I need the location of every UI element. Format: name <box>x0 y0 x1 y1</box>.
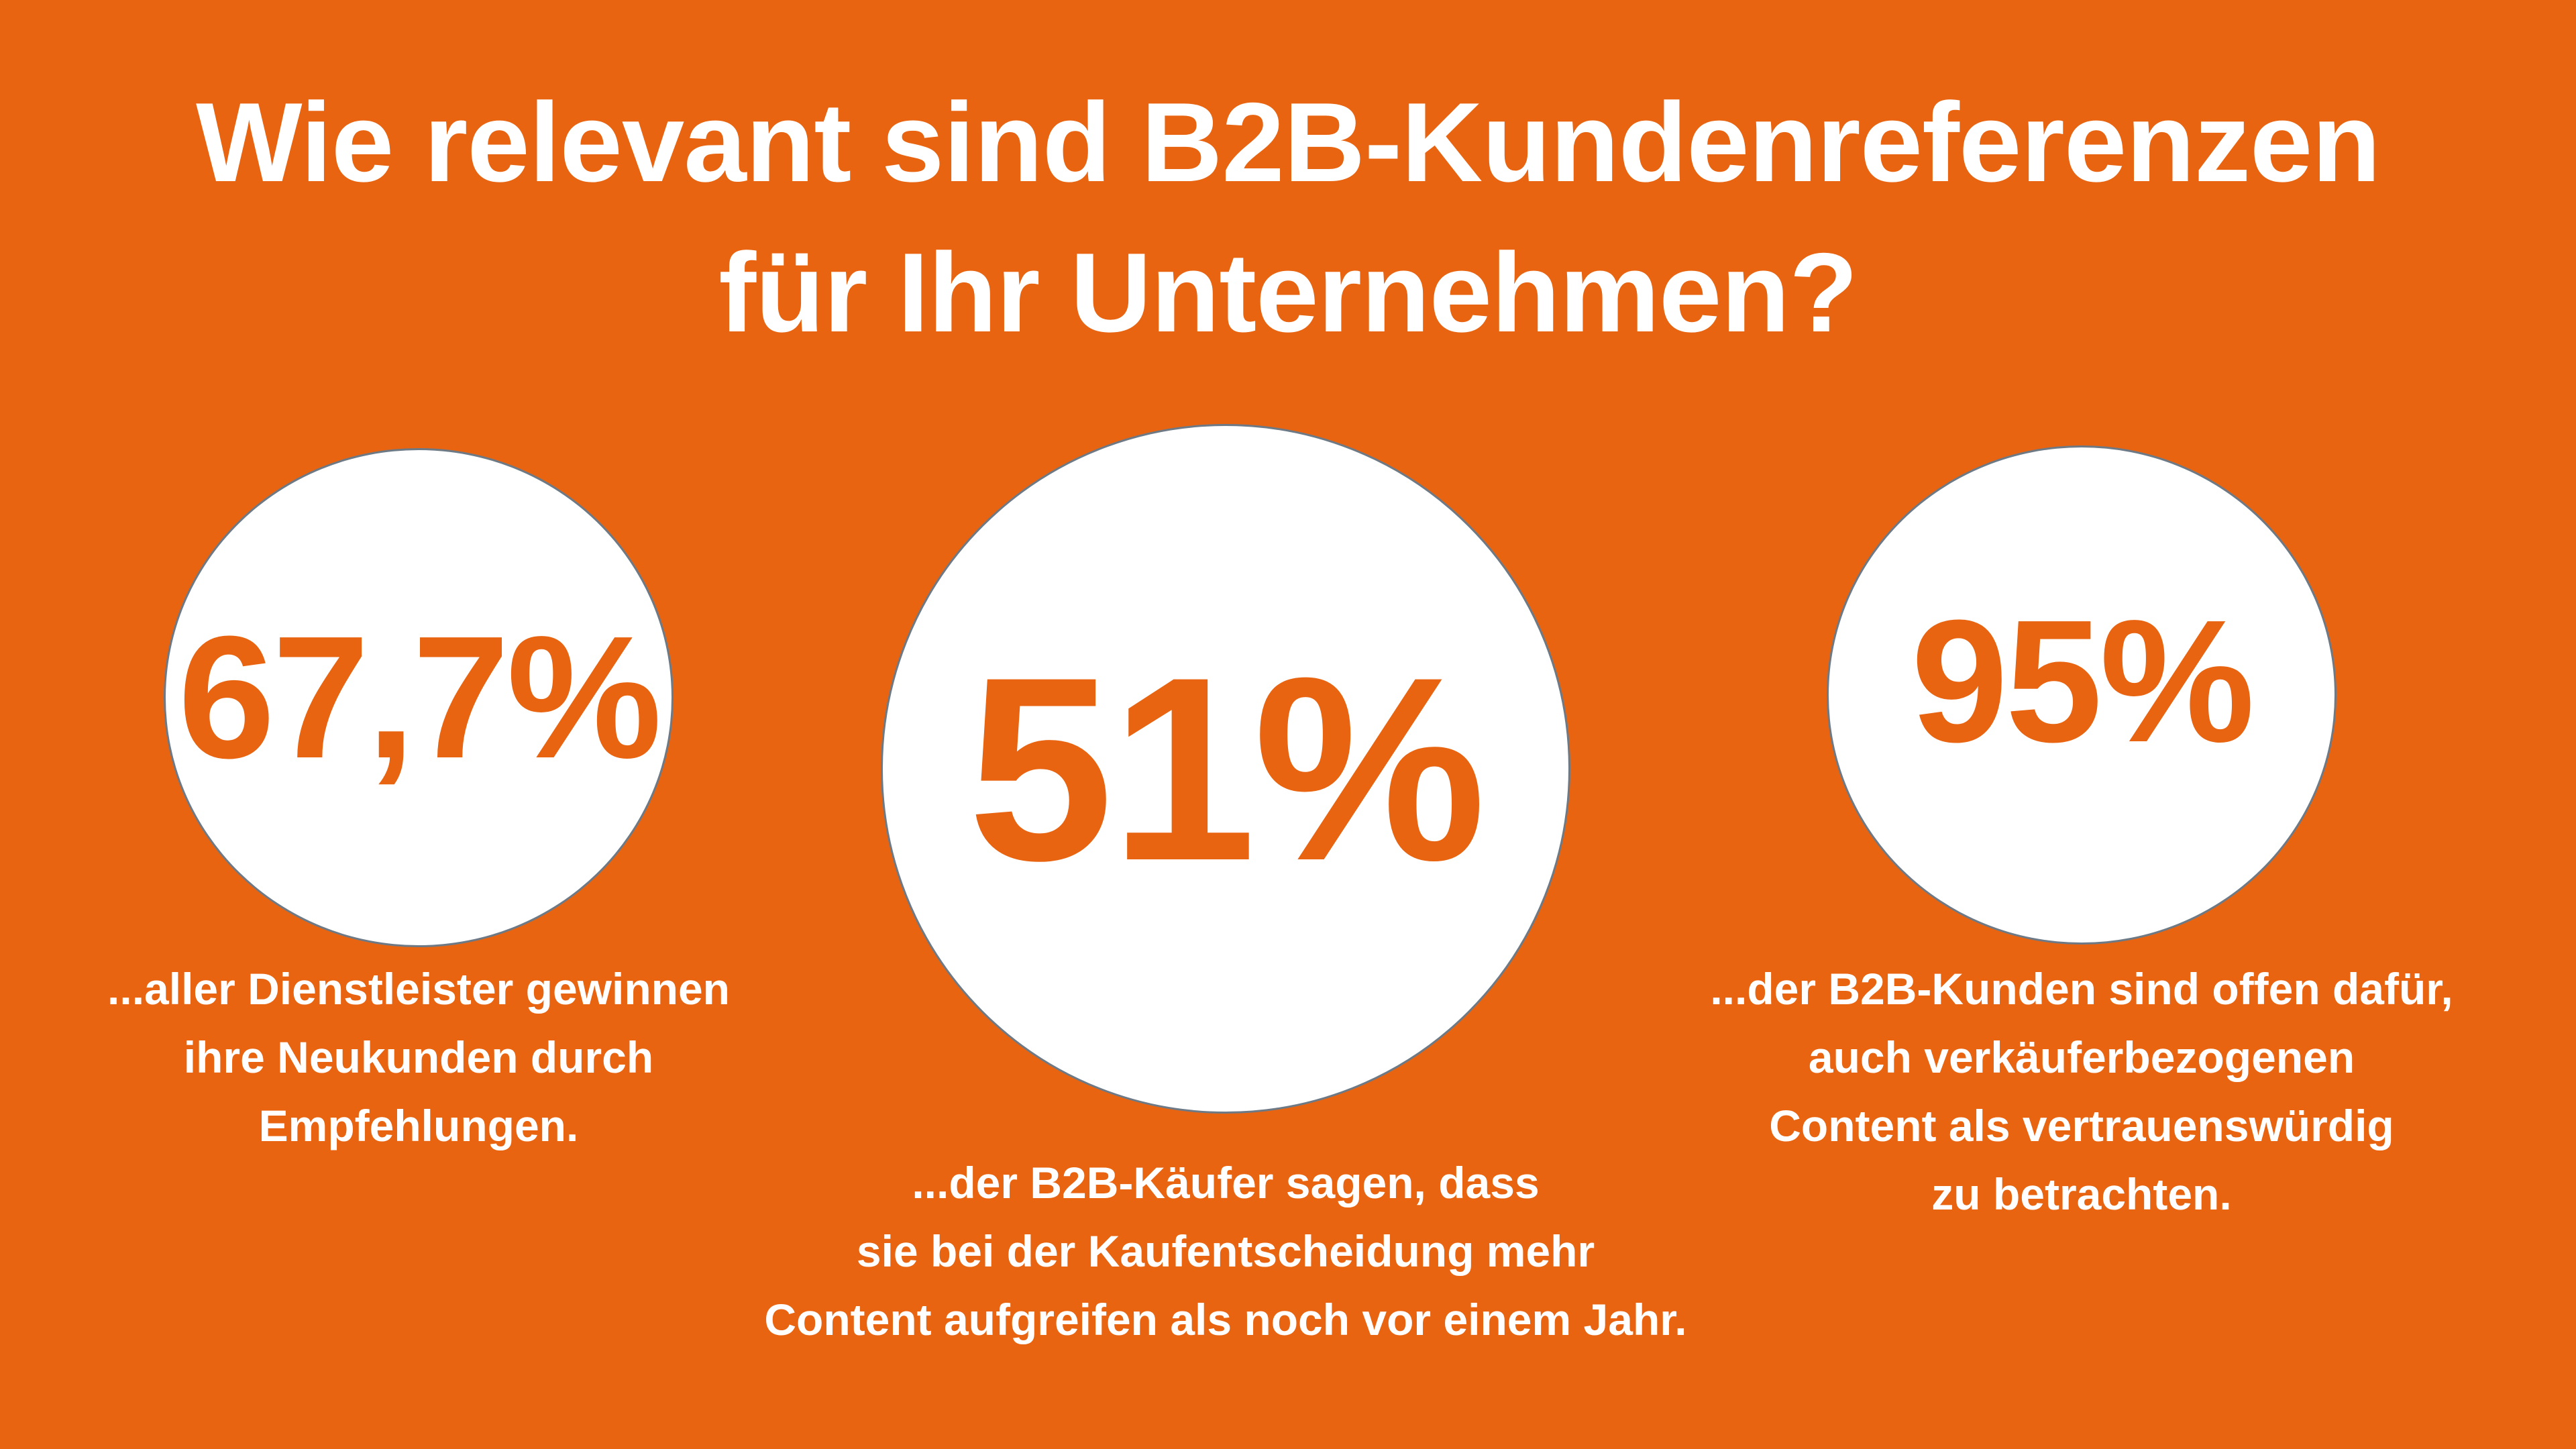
caption-line: sie bei der Kaufentscheidung mehr <box>856 1226 1595 1276</box>
stat-value-center: 51% <box>967 622 1487 915</box>
caption-line: Empfehlungen. <box>258 1101 579 1150</box>
stat-circle-left: 67,7% <box>164 448 674 947</box>
caption-line: ihre Neukunden durch <box>183 1032 654 1082</box>
caption-line: ...der B2B-Käufer sagen, dass <box>912 1158 1540 1208</box>
stat-circle-right: 95% <box>1827 445 2337 945</box>
caption-line: auch verkäuferbezogenen <box>1808 1032 2355 1082</box>
caption-line: zu betrachten. <box>1931 1169 2232 1219</box>
page-title-line-1: Wie relevant sind B2B-Kundenreferenzen <box>196 79 2381 205</box>
stat-caption-right: ...der B2B-Kunden sind offen dafür, auch… <box>1710 955 2453 1228</box>
caption-line: Content aufgreifen als noch vor einem Ja… <box>764 1295 1687 1344</box>
page-title-line-2: für Ihr Unternehmen? <box>718 229 1858 356</box>
stat-value-left: 67,7% <box>178 600 661 795</box>
stat-caption-left: ...aller Dienstleister gewinnen ihre Neu… <box>107 955 730 1160</box>
caption-line: ...der B2B-Kunden sind offen dafür, <box>1710 964 2453 1014</box>
caption-line: ...aller Dienstleister gewinnen <box>107 964 730 1014</box>
stat-circle-center: 51% <box>881 424 1570 1114</box>
stat-caption-center: ...der B2B-Käufer sagen, dass sie bei de… <box>764 1148 1686 1354</box>
stat-value-right: 95% <box>1911 584 2255 779</box>
caption-line: Content als vertrauenswürdig <box>1769 1101 2394 1150</box>
